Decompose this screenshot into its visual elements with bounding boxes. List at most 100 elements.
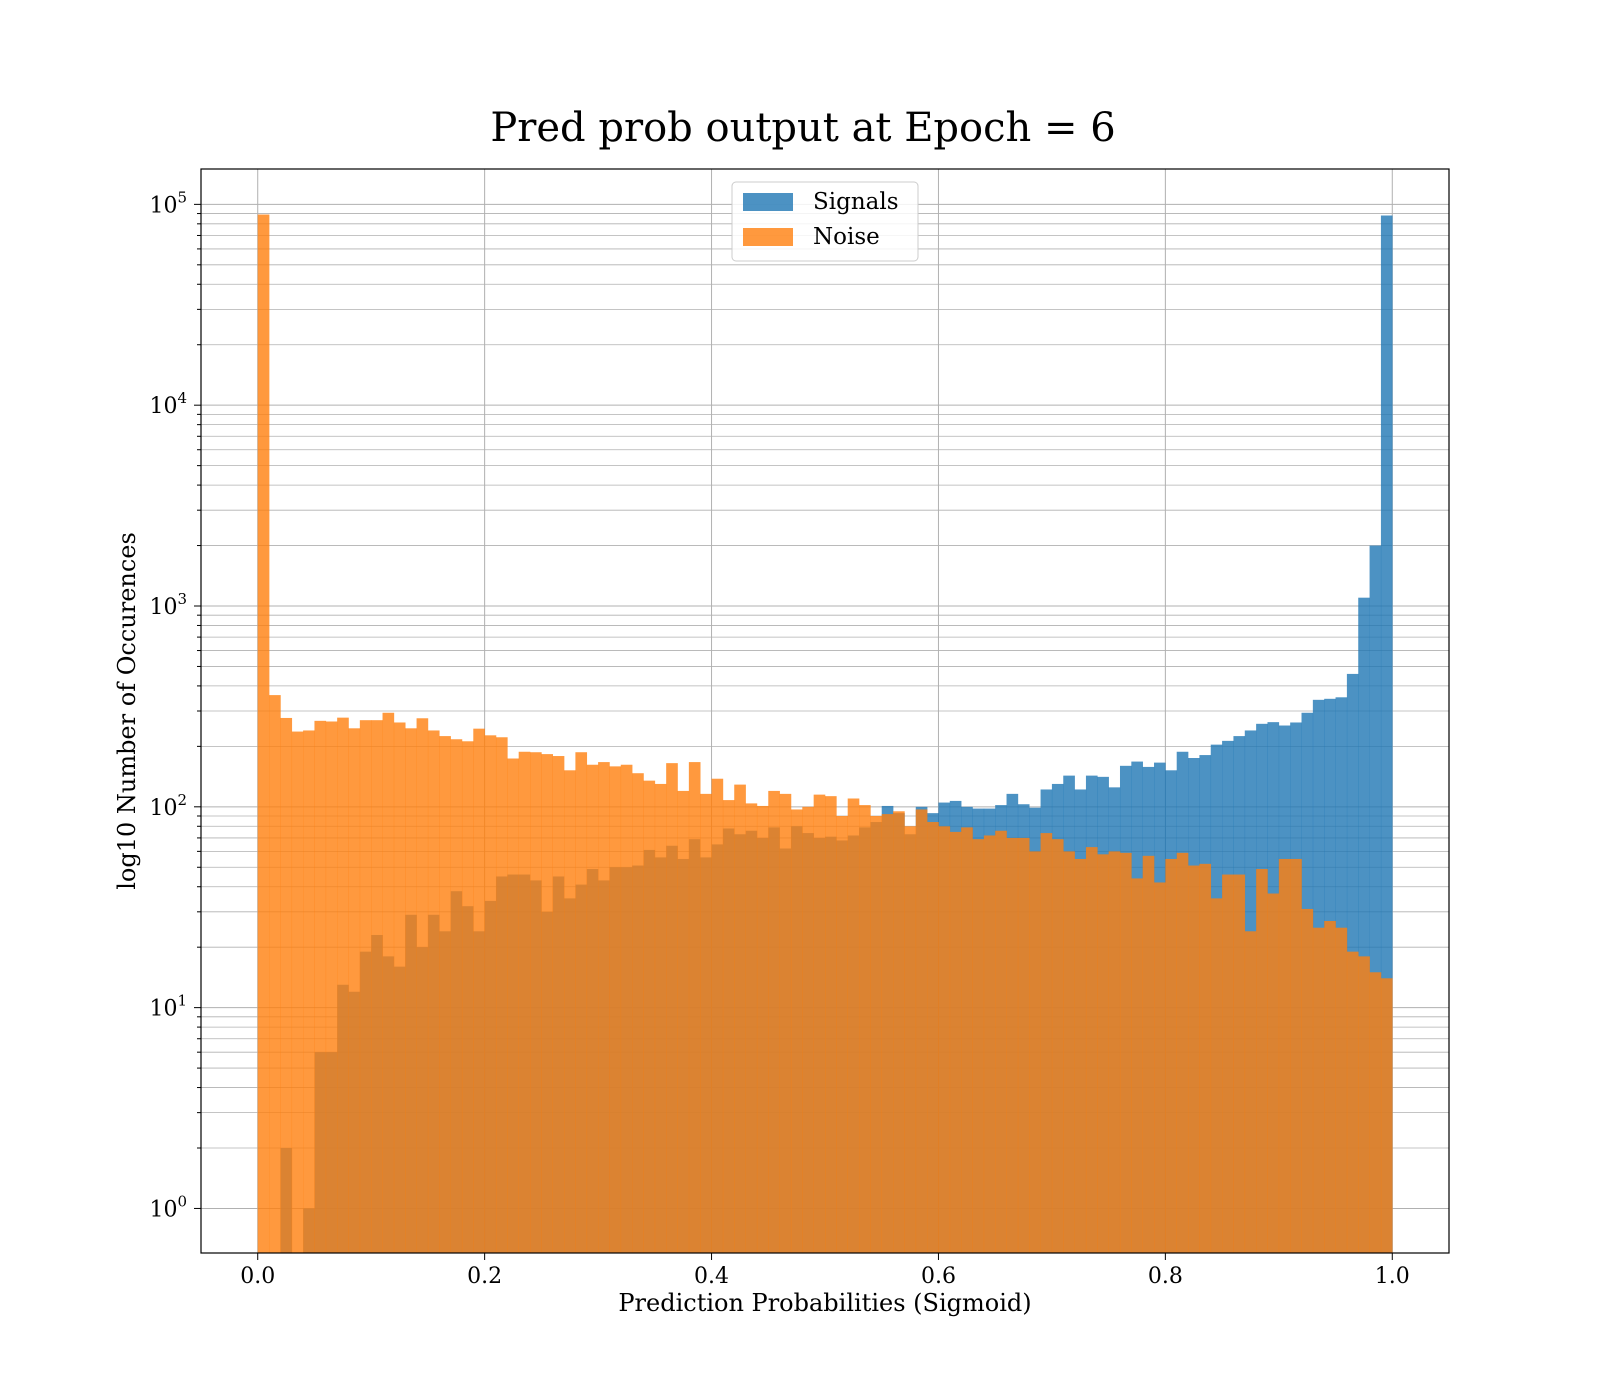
noise-bar: [1063, 851, 1075, 1253]
noise-bar: [1165, 858, 1178, 1253]
noise-bar: [666, 763, 678, 1253]
noise-bar: [382, 712, 395, 1253]
noise-bar: [495, 737, 508, 1253]
noise-bar: [836, 816, 848, 1253]
legend-swatch-signals: [743, 193, 793, 211]
legend: Signals Noise: [731, 181, 919, 262]
noise-bar: [1040, 833, 1053, 1253]
x-tick-label: 0.2: [467, 1264, 502, 1289]
noise-bar: [756, 805, 769, 1253]
noise-bar: [711, 778, 724, 1253]
legend-label-signals: Signals: [813, 189, 899, 215]
noise-bar: [972, 839, 985, 1253]
noise-bar: [1074, 858, 1087, 1253]
noise-bar: [643, 780, 656, 1253]
noise-bar: [1188, 865, 1200, 1253]
noise-bar: [575, 752, 588, 1253]
noise-bar: [291, 731, 304, 1253]
x-axis-label: Prediction Probabilities (Sigmoid): [618, 1289, 1031, 1317]
noise-bar: [598, 762, 610, 1253]
noise-bar: [552, 756, 565, 1253]
signals-bar: [1358, 597, 1370, 1253]
y-tick-label: 104: [149, 389, 187, 419]
noise-bar: [393, 722, 406, 1253]
ticks-layer: 0.0 0.2 0.4 0.6 0.8 1.0 100 101 102 103 104 105: [149, 188, 1409, 1289]
x-tick-label: 0.8: [1148, 1264, 1183, 1289]
noise-bar: [314, 720, 327, 1253]
noise-bar: [473, 728, 485, 1253]
noise-bar: [802, 806, 814, 1253]
y-tick-label: 103: [149, 590, 187, 620]
noise-bar: [1142, 855, 1155, 1253]
noise-bar: [564, 770, 576, 1253]
noise-bar: [507, 758, 519, 1253]
x-tick-label: 0.6: [921, 1264, 956, 1289]
signals-bar: [1369, 545, 1382, 1253]
noise-bar: [1222, 874, 1234, 1253]
noise-bar: [927, 822, 939, 1253]
noise-bar: [949, 831, 962, 1253]
noise-bar: [859, 805, 871, 1253]
noise-bar: [893, 811, 905, 1253]
noise-bar: [461, 741, 474, 1253]
noise-bar: [825, 796, 837, 1253]
noise-bar: [700, 793, 712, 1253]
legend-swatch-noise: [743, 228, 793, 246]
chart-title: Pred prob output at Epoch = 6: [490, 105, 1115, 151]
noise-bar: [654, 783, 667, 1253]
noise-bars: [257, 214, 1393, 1254]
noise-bar: [609, 766, 622, 1253]
noise-bar: [303, 730, 315, 1253]
noise-bar: [1097, 854, 1109, 1253]
signals-bar: [1380, 215, 1393, 1254]
noise-bar: [915, 809, 928, 1253]
noise-bar: [870, 816, 883, 1253]
noise-bar: [1278, 858, 1291, 1253]
x-tick-label: 0.4: [694, 1264, 729, 1289]
y-tick-label: 101: [149, 992, 187, 1022]
noise-bar: [677, 790, 690, 1253]
x-tick-label: 0.0: [240, 1264, 275, 1289]
noise-bar: [688, 762, 701, 1253]
noise-bar: [371, 720, 383, 1253]
x-tick-label: 1.0: [1375, 1264, 1410, 1289]
noise-bar: [620, 764, 633, 1253]
noise-bar: [1256, 869, 1268, 1253]
noise-bar: [938, 826, 951, 1253]
noise-bar: [405, 728, 417, 1253]
noise-bar: [1131, 878, 1143, 1253]
noise-bar: [1267, 893, 1280, 1253]
noise-bar: [1369, 972, 1382, 1253]
noise-bar: [450, 739, 463, 1253]
noise-bar: [961, 827, 973, 1253]
legend-label-noise: Noise: [813, 224, 880, 250]
noise-bar: [359, 720, 372, 1253]
plot-frame: [200, 168, 1450, 1254]
noise-bar: [1006, 837, 1019, 1253]
noise-bar: [790, 809, 803, 1253]
noise-bar: [1119, 852, 1132, 1253]
noise-bar: [280, 717, 293, 1253]
noise-bar: [541, 754, 554, 1253]
noise-bar: [586, 764, 599, 1253]
noise-bar: [768, 790, 780, 1253]
noise-bar: [1051, 839, 1064, 1253]
noise-bar: [337, 717, 349, 1253]
noise-bar: [269, 695, 281, 1253]
noise-bar: [518, 751, 531, 1253]
noise-bar: [484, 735, 497, 1253]
noise-bar: [257, 214, 270, 1254]
noise-bar: [904, 826, 917, 1253]
noise-bar: [881, 814, 894, 1253]
noise-bar: [427, 730, 440, 1253]
noise-bar: [1154, 882, 1166, 1253]
noise-bar: [1358, 956, 1370, 1253]
noise-bar: [813, 794, 826, 1253]
noise-bar: [1233, 874, 1246, 1253]
noise-bar: [530, 752, 542, 1253]
noise-bar: [439, 736, 451, 1253]
noise-bar: [1210, 898, 1223, 1253]
noise-bar: [1335, 927, 1348, 1253]
noise-bar: [1244, 931, 1257, 1253]
